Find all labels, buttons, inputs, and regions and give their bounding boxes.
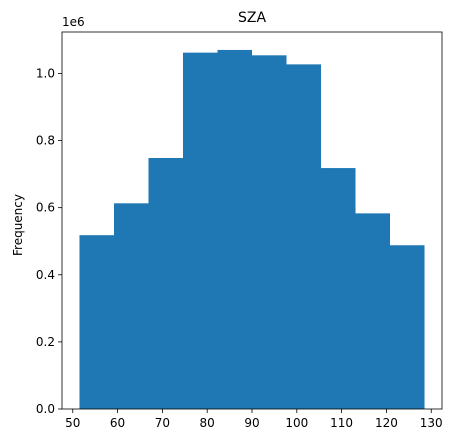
chart-title: SZA bbox=[238, 10, 266, 26]
histogram-bar-3 bbox=[148, 158, 183, 409]
bars-group bbox=[79, 49, 425, 410]
x-tick-label: 130 bbox=[420, 416, 443, 430]
y-tick-label: 1.0 bbox=[36, 66, 55, 80]
x-tick-label: 50 bbox=[65, 416, 80, 430]
x-tick-label: 60 bbox=[110, 416, 125, 430]
y-tick-label: 0.0 bbox=[36, 402, 55, 416]
x-tick-label: 110 bbox=[330, 416, 353, 430]
histogram-bar-4 bbox=[182, 52, 218, 410]
histogram-bar-6 bbox=[252, 55, 287, 409]
x-tick-label: 90 bbox=[244, 416, 259, 430]
plot-frame bbox=[61, 31, 443, 410]
x-tick-label: 70 bbox=[155, 416, 170, 430]
histogram-bar-2 bbox=[113, 203, 149, 409]
histogram-bar-7 bbox=[286, 64, 322, 409]
y-offset-text: 1e6 bbox=[62, 15, 85, 29]
y-tick-label: 0.6 bbox=[36, 201, 55, 215]
y-axis-ticks: 0.0 0.2 0.4 0.6 0.8 1.0 bbox=[36, 66, 62, 416]
x-tick-label: 100 bbox=[285, 416, 308, 430]
histogram-bar-1 bbox=[79, 235, 114, 409]
histogram-bar-8 bbox=[321, 168, 356, 409]
x-tick-label: 120 bbox=[375, 416, 398, 430]
histogram-bar-10 bbox=[390, 245, 425, 409]
y-axis-label: Frequency bbox=[11, 194, 25, 256]
x-tick-label: 80 bbox=[200, 416, 215, 430]
histogram-bar-5 bbox=[217, 49, 252, 409]
histogram-bar-9 bbox=[355, 213, 391, 409]
y-tick-label: 0.2 bbox=[36, 335, 55, 349]
y-tick-label: 0.4 bbox=[36, 268, 55, 282]
y-tick-label: 0.8 bbox=[36, 134, 55, 148]
x-axis-ticks: 50 60 70 80 90 100 110 120 130 bbox=[65, 409, 443, 430]
